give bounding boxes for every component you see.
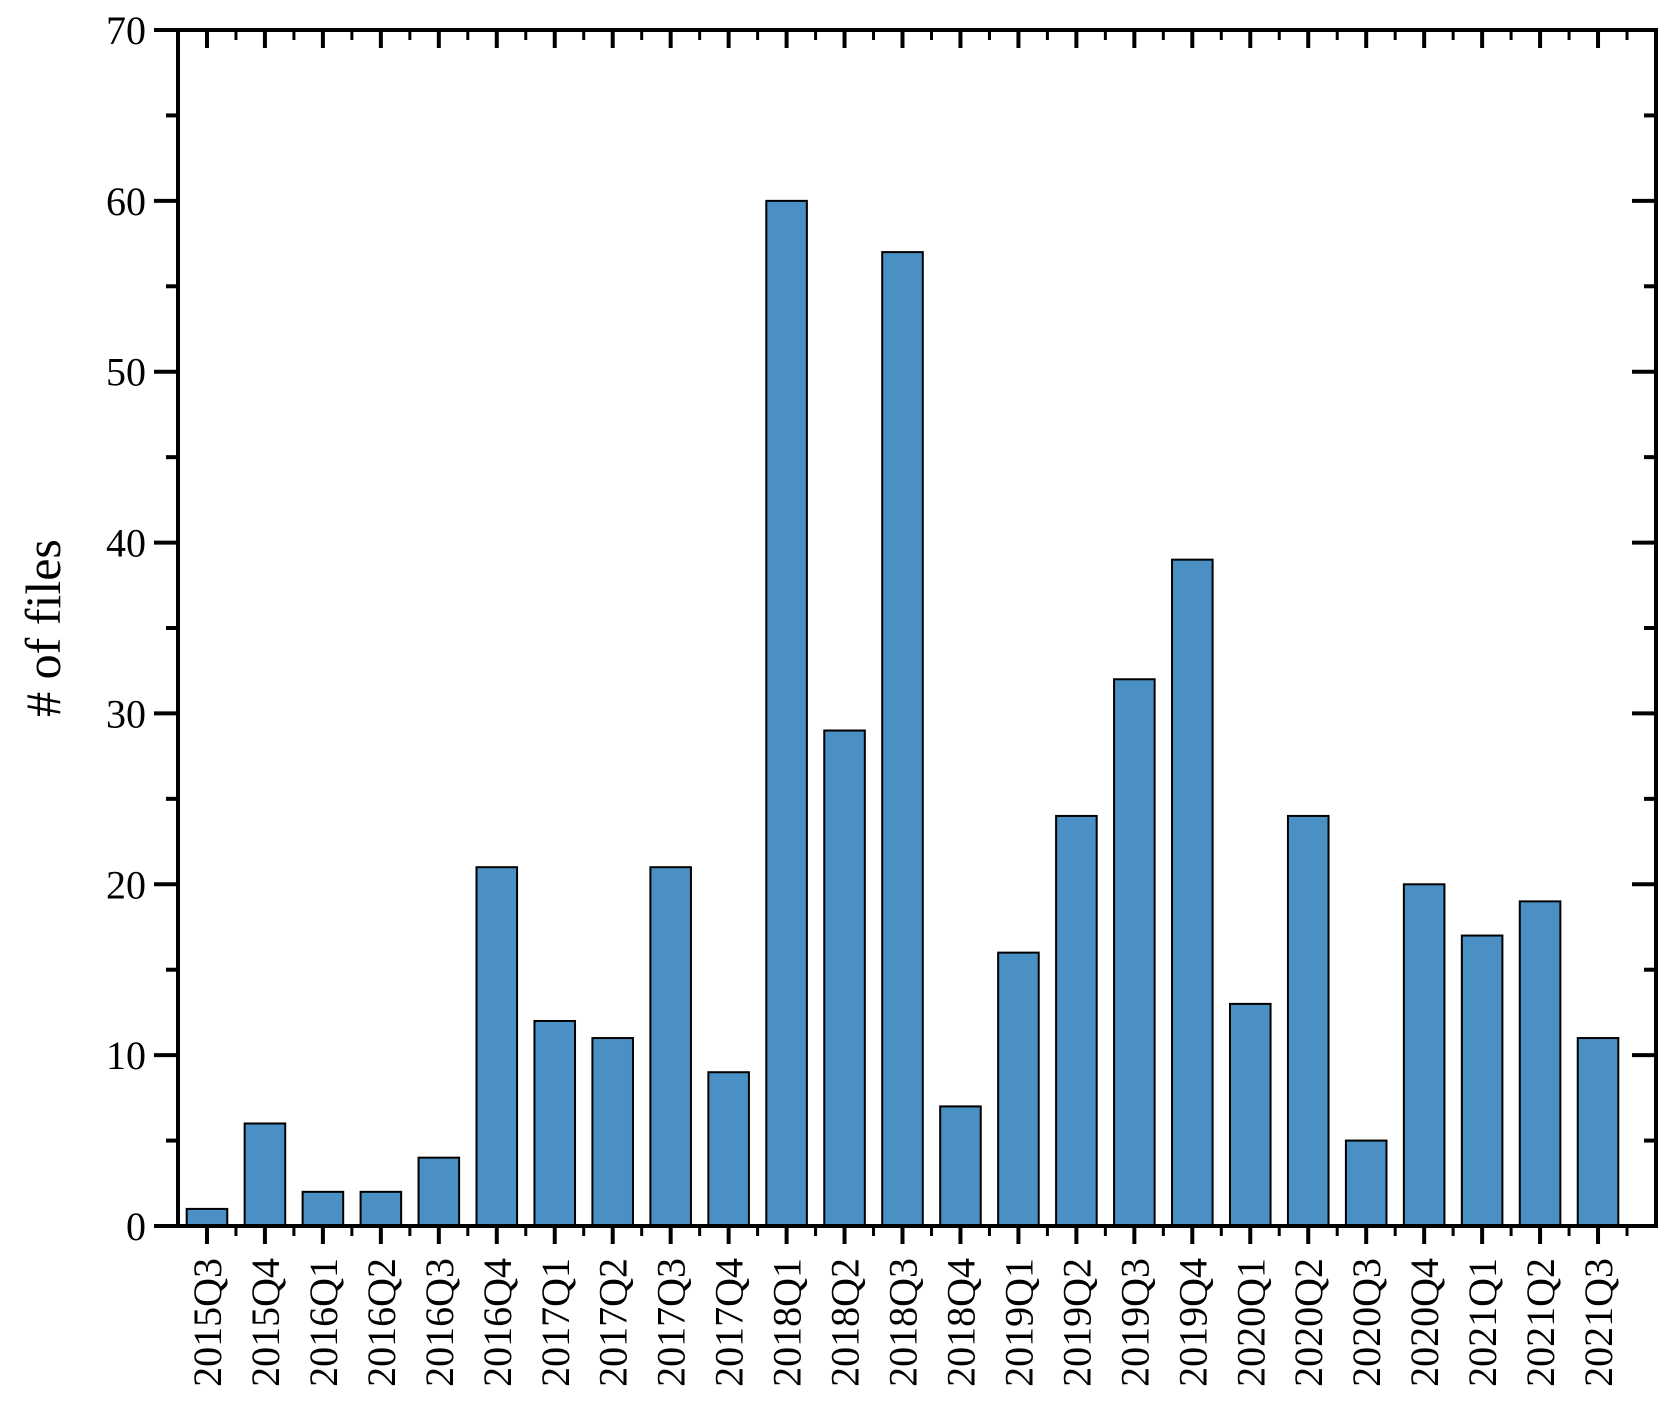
bar-2017Q2 xyxy=(591,1037,634,1228)
x-tick-label: 2018Q3 xyxy=(881,1258,926,1387)
bar-2016Q1 xyxy=(301,1190,345,1227)
bar-2017Q1 xyxy=(533,1019,577,1227)
bar-2018Q4 xyxy=(939,1105,982,1228)
x-tick-label: 2017Q1 xyxy=(533,1258,578,1387)
x-tick-label: 2016Q2 xyxy=(359,1258,404,1387)
x-tick-label: 2015Q3 xyxy=(185,1258,230,1387)
x-tick-label: 2021Q1 xyxy=(1460,1258,1505,1387)
x-tick-label: 2020Q2 xyxy=(1286,1258,1331,1387)
bar-2018Q2 xyxy=(823,729,866,1227)
bars-group xyxy=(185,199,1620,1228)
x-tick-label: 2019Q1 xyxy=(996,1258,1041,1387)
axes-group xyxy=(154,28,1658,1244)
bar-2015Q3 xyxy=(185,1207,229,1228)
bar-2021Q1 xyxy=(1460,934,1504,1227)
x-tick-labels: 2015Q3 2015Q4 2016Q1 2016Q2 2016Q3 2016Q4 2017… xyxy=(185,1258,1621,1387)
y-tick-label: 20 xyxy=(106,862,146,907)
x-tick-label: 2019Q4 xyxy=(1170,1258,1215,1387)
x-tick-label: 2019Q3 xyxy=(1112,1258,1157,1387)
bar-2017Q4 xyxy=(707,1071,750,1227)
x-tick-label: 2017Q4 xyxy=(707,1258,752,1387)
x-tick-label: 2017Q2 xyxy=(591,1258,636,1387)
y-tick-label: 60 xyxy=(106,179,146,224)
x-tick-label: 2016Q4 xyxy=(475,1258,520,1387)
y-axis-title: # of files xyxy=(15,539,71,717)
bar-2021Q2 xyxy=(1518,900,1562,1227)
y-tick-labels: 0 10 20 30 40 50 60 70 xyxy=(106,8,146,1249)
bar-2016Q3 xyxy=(417,1156,461,1228)
x-tick-label: 2018Q2 xyxy=(823,1258,868,1387)
x-tick-label: 2016Q3 xyxy=(417,1258,462,1387)
bar-2018Q3 xyxy=(881,251,924,1228)
x-tick-label: 2020Q1 xyxy=(1228,1258,1273,1387)
bar-2020Q1 xyxy=(1228,1002,1272,1228)
bar-2016Q4 xyxy=(475,866,519,1227)
bar-2019Q4 xyxy=(1171,558,1214,1227)
bar-2019Q2 xyxy=(1055,814,1098,1227)
y-tick-label: 70 xyxy=(106,8,146,53)
y-tick-label: 50 xyxy=(106,350,146,395)
x-tick-label: 2021Q3 xyxy=(1576,1258,1621,1387)
bar-2020Q2 xyxy=(1286,814,1330,1227)
bar-2020Q3 xyxy=(1344,1139,1388,1227)
x-tick-label: 2015Q4 xyxy=(243,1258,288,1387)
x-tick-label: 2016Q1 xyxy=(301,1258,346,1387)
x-tick-label: 2017Q3 xyxy=(649,1258,694,1387)
x-tick-label: 2021Q2 xyxy=(1518,1258,1563,1387)
y-tick-label: 40 xyxy=(106,521,146,566)
bar-2019Q1 xyxy=(997,951,1040,1227)
bar-2018Q1 xyxy=(765,199,808,1228)
y-tick-label: 30 xyxy=(106,691,146,736)
x-tick-label: 2018Q4 xyxy=(938,1258,983,1387)
bar-2021Q3 xyxy=(1576,1037,1620,1228)
bar-2015Q4 xyxy=(243,1122,287,1227)
x-tick-label: 2020Q3 xyxy=(1344,1258,1389,1387)
bar-2020Q4 xyxy=(1402,883,1446,1227)
x-tick-label: 2019Q2 xyxy=(1054,1258,1099,1387)
x-tick-label: 2020Q4 xyxy=(1402,1258,1447,1387)
x-tick-label: 2018Q1 xyxy=(765,1258,810,1387)
bar-2019Q3 xyxy=(1113,678,1156,1227)
bar-2017Q3 xyxy=(649,866,692,1227)
y-tick-label: 10 xyxy=(106,1033,146,1078)
bar-2016Q2 xyxy=(359,1190,403,1227)
y-tick-label: 0 xyxy=(126,1204,146,1249)
